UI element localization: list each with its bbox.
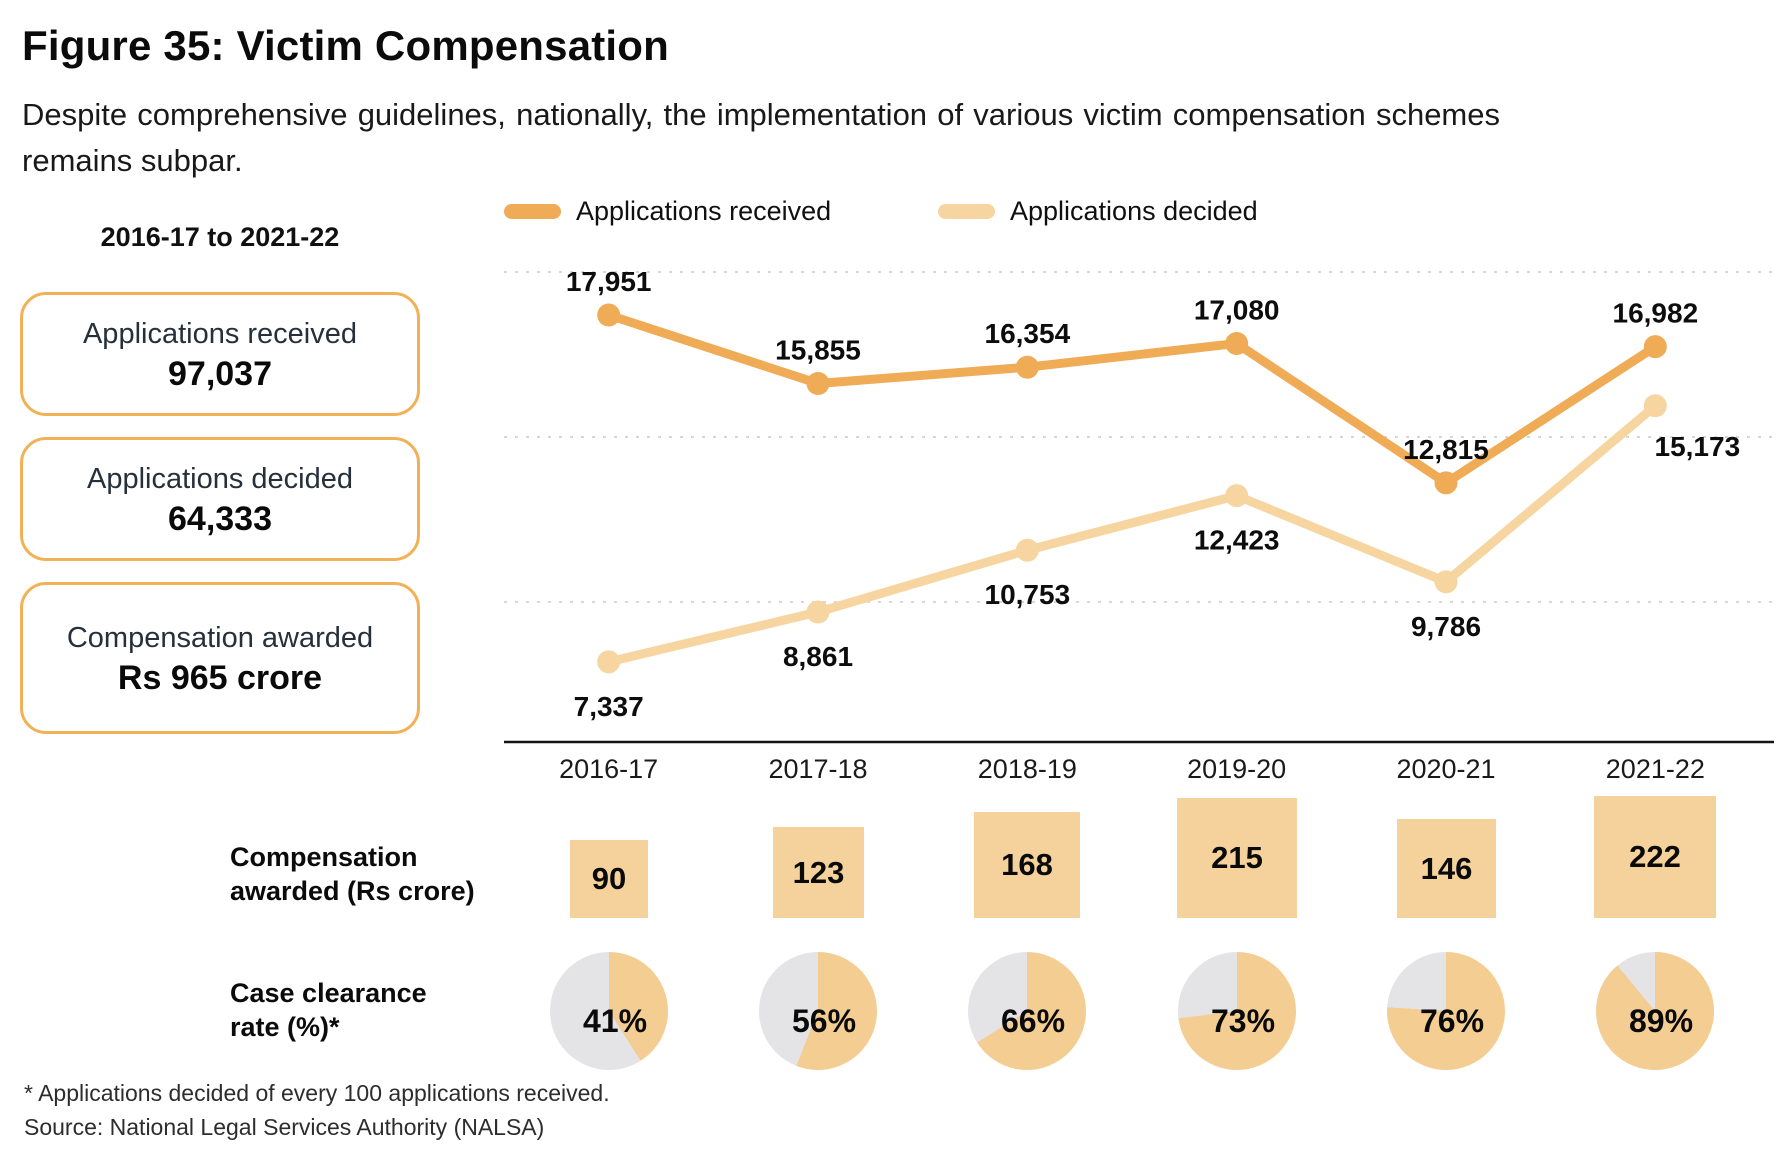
compensation-square: 90 [570, 840, 648, 918]
clearance-pie [1387, 952, 1505, 1070]
clearance-pie-label: 56% [791, 1003, 857, 1039]
data-point-label-decided: 8,861 [783, 641, 853, 672]
clearance-pie-label: 89% [1628, 1003, 1694, 1039]
summary-card-compensation: Compensation awarded Rs 965 crore [20, 582, 420, 734]
data-point-label-decided: 10,753 [985, 579, 1071, 610]
compensation-square-value: 90 [591, 861, 627, 896]
clearance-pie [1596, 952, 1714, 1070]
compensation-square: 146 [1397, 819, 1496, 918]
figure-subtitle: Despite comprehensive guidelines, nation… [22, 97, 1500, 178]
clearance-pie [550, 952, 668, 1070]
clearance-pie-label: 73% [1210, 1003, 1276, 1039]
compensation-square: 222 [1594, 796, 1716, 918]
squares-row-label: Compensation awarded (Rs crore) [230, 842, 475, 906]
footnote-asterisk: * Applications decided of every 100 appl… [24, 1080, 610, 1106]
legend-item-received: Applications received [504, 196, 831, 227]
legend-item-decided: Applications decided [938, 196, 1258, 227]
compensation-square-value: 222 [1629, 839, 1681, 874]
clearance-pie-label: 66% [1000, 1003, 1066, 1039]
compensation-square: 123 [773, 827, 864, 918]
data-point-marker-received [1643, 335, 1667, 359]
summary-card-decided: Applications decided 64,333 [20, 437, 420, 561]
data-point-label-received: 17,951 [566, 266, 652, 297]
legend-label: Applications decided [1010, 196, 1258, 226]
summary-card-label: Compensation awarded [66, 621, 374, 654]
x-axis-label: 2017-18 [768, 754, 867, 784]
data-point-marker-decided [597, 650, 621, 674]
data-point-marker-decided [1434, 570, 1458, 594]
x-axis-label: 2021-22 [1606, 754, 1705, 784]
data-point-label-received: 17,080 [1194, 294, 1280, 325]
compensation-square-value: 215 [1211, 840, 1263, 875]
x-axis-label: 2018-19 [978, 754, 1077, 784]
summary-card-value: Rs 965 crore [117, 658, 323, 697]
x-axis-label: 2016-17 [559, 754, 658, 784]
clearance-pie [759, 952, 877, 1070]
compensation-square-value: 146 [1420, 850, 1473, 886]
data-point-marker-decided [1015, 538, 1039, 562]
x-axis-label: 2020-21 [1396, 754, 1495, 784]
compensation-square: 168 [974, 812, 1080, 918]
legend-label: Applications received [576, 196, 832, 226]
legend-swatch-received [504, 204, 561, 219]
data-point-label-decided: 9,786 [1411, 611, 1481, 642]
summary-card-value: 64,333 [168, 499, 272, 538]
summary-card-value: 97,037 [168, 354, 272, 393]
data-point-label-received: 15,855 [775, 334, 861, 365]
data-point-label-decided: 12,423 [1194, 525, 1280, 556]
compensation-square-value: 168 [1001, 847, 1053, 882]
data-point-marker-decided [1643, 394, 1667, 418]
clearance-pie-label: 41% [582, 1003, 648, 1039]
data-point-marker-received [1225, 331, 1249, 355]
legend-swatch-decided [938, 204, 995, 219]
compensation-square: 215 [1177, 798, 1297, 918]
summary-card-label: Applications decided [86, 462, 353, 495]
data-point-marker-received [806, 371, 830, 395]
data-point-label-received: 16,982 [1613, 298, 1699, 329]
pies-row-label: Case clearance rate (%)* [230, 978, 427, 1042]
summary-card-received: Applications received 97,037 [20, 292, 420, 416]
data-point-label-decided: 15,173 [1655, 431, 1741, 462]
figure-title: Figure 35: Victim Compensation [22, 22, 670, 69]
data-point-label-decided: 7,337 [574, 691, 644, 722]
data-point-label-received: 16,354 [985, 318, 1071, 349]
x-axis-label: 2019-20 [1187, 754, 1286, 784]
data-point-label-received: 12,815 [1403, 434, 1489, 465]
series-line-decided [604, 401, 1660, 667]
data-point-marker-received [597, 303, 621, 327]
clearance-pie [968, 952, 1086, 1070]
data-point-marker-decided [1225, 484, 1249, 508]
summary-period-label: 2016-17 to 2021-22 [100, 222, 340, 252]
footnotes: * Applications decided of every 100 appl… [24, 1076, 610, 1144]
data-point-marker-received [1434, 471, 1458, 495]
data-point-marker-decided [806, 600, 830, 624]
series-line-received [604, 310, 1660, 488]
data-point-marker-received [1015, 355, 1039, 379]
compensation-square-value: 123 [792, 854, 845, 890]
summary-card-label: Applications received [82, 317, 358, 350]
footnote-source: Source: National Legal Services Authorit… [24, 1114, 545, 1140]
clearance-pie [1178, 952, 1296, 1070]
clearance-pie-label: 76% [1419, 1003, 1485, 1039]
